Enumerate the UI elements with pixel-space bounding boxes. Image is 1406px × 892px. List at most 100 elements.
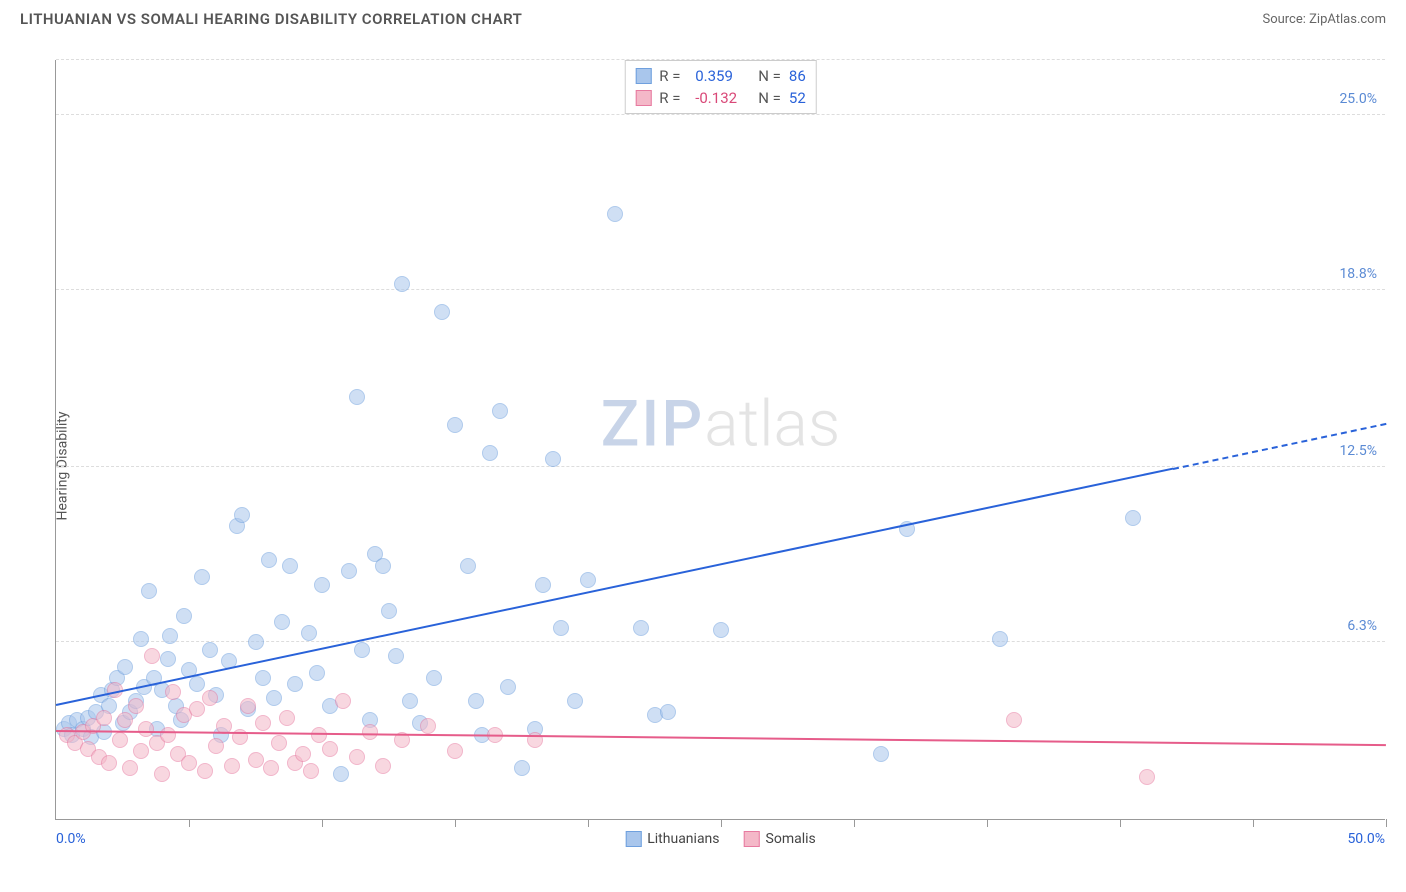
data-point xyxy=(112,732,128,748)
data-point xyxy=(160,727,176,743)
x-tick xyxy=(1253,819,1254,827)
data-point xyxy=(162,628,178,644)
data-point xyxy=(255,715,271,731)
chart-title: LITHUANIAN VS SOMALI HEARING DISABILITY … xyxy=(20,10,522,28)
data-point xyxy=(261,552,277,568)
legend-row: R = -0.132 N = 52 xyxy=(635,87,806,109)
data-point xyxy=(535,577,551,593)
data-point xyxy=(274,614,290,630)
x-tick xyxy=(189,819,190,827)
data-point xyxy=(176,608,192,624)
data-point xyxy=(660,704,676,720)
n-value: 52 xyxy=(789,89,806,107)
data-point xyxy=(460,558,476,574)
data-point xyxy=(189,676,205,692)
data-point xyxy=(266,690,282,706)
data-point xyxy=(1006,712,1022,728)
x-tick xyxy=(455,819,456,827)
x-tick xyxy=(588,819,589,827)
data-point xyxy=(580,572,596,588)
data-point xyxy=(362,724,378,740)
legend-swatch xyxy=(635,68,651,84)
r-label: R = xyxy=(659,67,687,85)
y-tick-label: 25.0% xyxy=(1339,91,1377,107)
data-point xyxy=(96,710,112,726)
data-point xyxy=(303,763,319,779)
data-point xyxy=(633,620,649,636)
data-point xyxy=(354,642,370,658)
data-point xyxy=(447,417,463,433)
scatter-plot-area: ZIPatlas R =0.359N =86R =-0.132N =52 Lit… xyxy=(55,60,1385,820)
data-point xyxy=(333,766,349,782)
data-point xyxy=(1139,769,1155,785)
x-axis-max-label: 50.0% xyxy=(1347,831,1385,847)
data-point xyxy=(224,758,240,774)
data-point xyxy=(202,690,218,706)
data-point xyxy=(335,693,351,709)
data-point xyxy=(447,743,463,759)
x-tick xyxy=(987,819,988,827)
y-tick-label: 18.8% xyxy=(1339,266,1377,282)
series-legend: Lithuanians Somalis xyxy=(625,831,816,847)
data-point xyxy=(309,665,325,681)
data-point xyxy=(141,583,157,599)
data-point xyxy=(426,670,442,686)
data-point xyxy=(545,451,561,467)
r-label: R = xyxy=(659,89,687,107)
data-point xyxy=(992,631,1008,647)
legend-swatch xyxy=(625,831,641,847)
data-point xyxy=(394,276,410,292)
data-point xyxy=(117,712,133,728)
data-point xyxy=(240,698,256,714)
watermark: ZIPatlas xyxy=(601,387,841,462)
data-point xyxy=(1125,510,1141,526)
r-value: 0.359 xyxy=(695,67,750,85)
legend-swatch xyxy=(635,90,651,106)
data-point xyxy=(101,755,117,771)
data-point xyxy=(133,743,149,759)
data-point xyxy=(202,642,218,658)
gridline xyxy=(56,114,1385,115)
legend-label: Somalis xyxy=(766,831,816,847)
x-tick xyxy=(854,819,855,827)
data-point xyxy=(381,603,397,619)
legend-row: R =0.359N =86 xyxy=(635,65,806,87)
data-point xyxy=(128,698,144,714)
data-point xyxy=(482,445,498,461)
data-point xyxy=(314,577,330,593)
data-point xyxy=(349,389,365,405)
data-point xyxy=(144,648,160,664)
data-point xyxy=(234,507,250,523)
n-value: 86 xyxy=(789,67,806,85)
data-point xyxy=(271,735,287,751)
y-tick-label: 12.5% xyxy=(1339,443,1377,459)
data-point xyxy=(375,558,391,574)
data-point xyxy=(194,569,210,585)
data-point xyxy=(434,304,450,320)
data-point xyxy=(165,684,181,700)
legend-label: Lithuanians xyxy=(647,831,719,847)
data-point xyxy=(197,763,213,779)
trend-line xyxy=(56,468,1174,706)
data-point xyxy=(138,721,154,737)
data-point xyxy=(873,746,889,762)
data-point xyxy=(248,752,264,768)
data-point xyxy=(492,403,508,419)
data-point xyxy=(295,746,311,762)
r-value: -0.132 xyxy=(695,89,750,107)
legend-item: Somalis xyxy=(744,831,816,847)
n-label: N = xyxy=(758,89,781,107)
data-point xyxy=(607,206,623,222)
data-point xyxy=(248,634,264,650)
data-point xyxy=(514,760,530,776)
y-tick-label: 6.3% xyxy=(1347,618,1377,634)
data-point xyxy=(181,755,197,771)
data-point xyxy=(341,563,357,579)
data-point xyxy=(117,659,133,675)
data-point xyxy=(189,701,205,717)
data-point xyxy=(388,648,404,664)
x-tick xyxy=(721,819,722,827)
correlation-legend: R = 0.359 N = 86 R = -0.132 N = 52 xyxy=(624,60,817,114)
gridline xyxy=(56,59,1385,60)
data-point xyxy=(154,766,170,782)
